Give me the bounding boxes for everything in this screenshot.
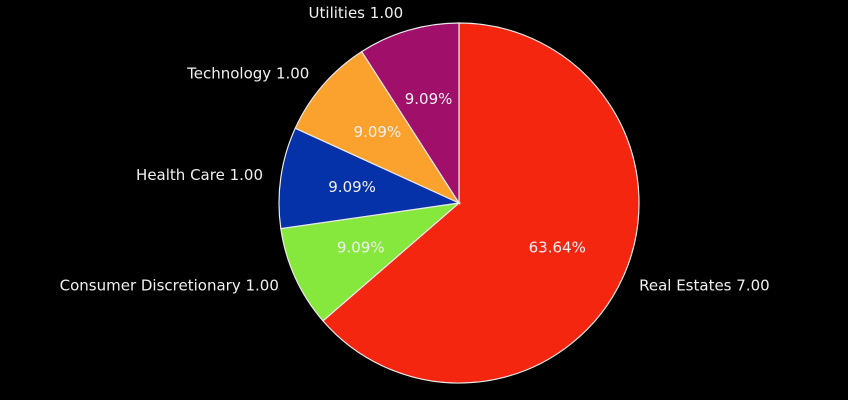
value-label: 1.00 <box>370 4 403 22</box>
value-label: 1.00 <box>276 64 309 82</box>
slice-label: Real Estates 7.00 <box>639 276 770 294</box>
percent-label: 9.09% <box>405 90 453 108</box>
category-name: Health Care <box>136 165 225 183</box>
slice-label: Consumer Discretionary 1.00 <box>60 276 279 294</box>
value-label: 7.00 <box>736 276 769 294</box>
percent-label: 9.09% <box>354 123 402 141</box>
category-name: Real Estates <box>639 276 732 294</box>
value-label: 1.00 <box>245 276 278 294</box>
percent-label: 9.09% <box>328 178 376 196</box>
slice-label: Health Care 1.00 <box>136 165 263 183</box>
category-name: Consumer Discretionary <box>60 276 241 294</box>
slice-label: Utilities 1.00 <box>309 4 404 22</box>
category-name: Technology <box>186 64 271 82</box>
pie-slice <box>280 202 461 322</box>
pie-slice <box>294 50 461 205</box>
percent-label: 63.64% <box>529 238 586 256</box>
category-name: Utilities <box>309 4 366 22</box>
slice-label: Technology 1.00 <box>186 64 309 82</box>
value-label: 1.00 <box>230 165 263 183</box>
pie-slice <box>322 22 640 384</box>
pie-slice <box>278 127 462 230</box>
pie-slice <box>360 22 460 206</box>
percent-label: 9.09% <box>337 238 385 256</box>
